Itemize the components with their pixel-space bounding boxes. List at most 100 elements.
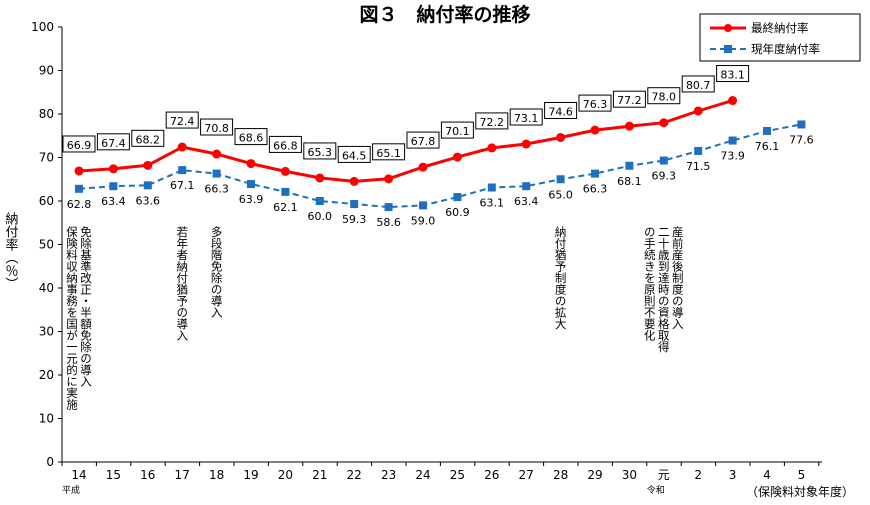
x-tick-label: 20 bbox=[278, 468, 293, 482]
y-tick-label: 50 bbox=[39, 238, 54, 252]
x-tick-label: 25 bbox=[450, 468, 465, 482]
data-label-box bbox=[716, 65, 750, 83]
x-tick-label: 元 bbox=[658, 468, 670, 482]
data-label-current: 63.1 bbox=[480, 197, 505, 210]
data-label-box bbox=[268, 135, 302, 153]
data-label-final: 80.7 bbox=[686, 79, 711, 92]
legend-current-label: 現年度納付率 bbox=[751, 42, 820, 56]
y-axis-label: 納付率（％） bbox=[3, 212, 19, 290]
x-tick-label: 5 bbox=[798, 468, 806, 482]
x-tick-label: 30 bbox=[622, 468, 637, 482]
series-current-point bbox=[247, 180, 255, 189]
series-points bbox=[74, 96, 806, 212]
y-tick-label: 70 bbox=[39, 151, 54, 165]
series-final-point bbox=[418, 162, 428, 172]
data-label-final: 68.6 bbox=[239, 132, 264, 145]
series-final-point bbox=[487, 143, 497, 153]
data-label-box bbox=[234, 128, 268, 146]
series-final-point bbox=[212, 149, 222, 159]
data-label-box bbox=[612, 90, 646, 108]
series-current-point bbox=[659, 156, 668, 165]
y-tick-label: 0 bbox=[46, 455, 54, 469]
data-label-final: 64.5 bbox=[342, 149, 367, 162]
series-current-point bbox=[384, 203, 393, 212]
data-label-current: 68.1 bbox=[617, 175, 642, 188]
data-label-current: 65.0 bbox=[548, 188, 573, 201]
data-label-box bbox=[62, 135, 96, 153]
series-current-point bbox=[487, 183, 496, 192]
series-final-point bbox=[143, 160, 153, 170]
y-tick-label: 100 bbox=[31, 20, 54, 34]
data-label-current: 69.3 bbox=[652, 170, 677, 183]
data-label-box bbox=[440, 121, 474, 139]
annotation-text: 免除基準改正・半額免除の導入 bbox=[79, 225, 93, 387]
data-label-final: 67.4 bbox=[101, 137, 126, 150]
y-tick-label: 90 bbox=[39, 64, 54, 78]
x-tick-label: 22 bbox=[347, 468, 362, 482]
legend-box bbox=[699, 13, 861, 62]
x-tick-label: 17 bbox=[175, 468, 190, 482]
series-current-point bbox=[522, 182, 531, 191]
data-label-current: 60.0 bbox=[308, 210, 333, 223]
series-current-point bbox=[315, 197, 324, 205]
series-lines bbox=[78, 99, 802, 209]
data-label-current: 77.6 bbox=[789, 133, 814, 146]
y-ticks: 0 10 20 30 40 50 60 70 80 90 100 bbox=[31, 20, 62, 469]
data-label-final: 76.3 bbox=[583, 98, 608, 111]
x-tick-label: 26 bbox=[484, 468, 499, 482]
series-current-point bbox=[728, 136, 737, 145]
data-label-box bbox=[509, 108, 543, 126]
data-label-final: 72.4 bbox=[170, 115, 195, 128]
data-label-final: 65.1 bbox=[376, 147, 401, 160]
data-label-current: 63.4 bbox=[101, 195, 126, 208]
data-label-box bbox=[96, 133, 130, 151]
series-current-point bbox=[75, 184, 83, 193]
data-label-current: 60.9 bbox=[445, 206, 470, 219]
series-current-point bbox=[281, 187, 290, 196]
series-final-point bbox=[659, 118, 669, 128]
series-final-point bbox=[693, 106, 703, 116]
x-tick-label: 29 bbox=[587, 468, 602, 482]
series-final-point bbox=[177, 142, 187, 152]
data-label-final: 83.1 bbox=[720, 69, 745, 82]
data-label-final: 66.9 bbox=[67, 139, 92, 152]
x-tick-label: 18 bbox=[209, 468, 224, 482]
series-current-point bbox=[625, 161, 634, 170]
data-label-current: 59.3 bbox=[342, 213, 367, 226]
data-label-final: 67.8 bbox=[411, 135, 436, 148]
data-labels: 66.9 67.4 68.2 72.4 70.8 68.6 66.8 65.3 64.5 65.1… bbox=[62, 65, 814, 229]
data-label-current: 66.3 bbox=[204, 183, 229, 196]
annotation-text: 若年者納付猶予の導入 bbox=[175, 226, 189, 341]
data-label-box bbox=[544, 101, 578, 119]
legend-final-label: 最終納付率 bbox=[751, 21, 809, 35]
series-current-point bbox=[591, 169, 599, 178]
annotation-text: 納付猶予制度の拡大 bbox=[554, 226, 568, 330]
series-final-line bbox=[78, 99, 734, 183]
annotation-text: 二十歳到達時の資格取得 bbox=[657, 226, 671, 353]
y-tick-label: 20 bbox=[39, 368, 54, 382]
data-label-current: 71.5 bbox=[686, 160, 711, 173]
era-label: 平成 bbox=[62, 484, 80, 496]
annotation-text: の手続きを原則不要化 bbox=[643, 226, 657, 342]
series-current-point bbox=[212, 169, 221, 178]
series-final-point bbox=[384, 174, 394, 184]
data-label-current: 63.4 bbox=[514, 195, 539, 208]
data-label-box bbox=[647, 87, 681, 105]
x-tick-label: 23 bbox=[381, 468, 396, 482]
x-tick-label: 21 bbox=[312, 468, 327, 482]
data-label-current: 63.9 bbox=[239, 193, 264, 206]
y-tick-label: 80 bbox=[39, 107, 54, 121]
y-tick-label: 30 bbox=[39, 325, 54, 339]
data-label-box bbox=[303, 142, 337, 160]
series-current-point bbox=[556, 175, 565, 184]
data-label-final: 66.8 bbox=[273, 139, 298, 152]
chart-title: 図３ 納付率の推移 bbox=[359, 3, 530, 26]
series-final-point bbox=[280, 166, 290, 176]
data-label-current: 76.1 bbox=[755, 140, 780, 153]
data-label-current: 63.6 bbox=[136, 194, 161, 207]
era-label: 令和 bbox=[647, 484, 665, 496]
data-label-final: 70.1 bbox=[445, 125, 470, 138]
x-ticks: 14 15 16 17 18 19 20 21 22 23 24 25 26 27 28 29 30 元 2 3 4 5平… bbox=[61, 462, 820, 496]
series-final-point bbox=[521, 139, 531, 149]
